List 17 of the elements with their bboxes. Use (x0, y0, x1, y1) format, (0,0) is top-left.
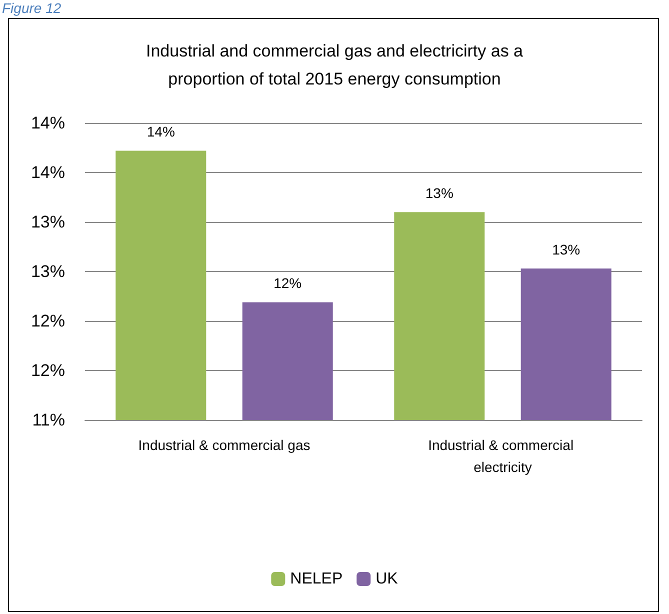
y-tick-label: 14% (30, 163, 65, 182)
data-label: 13% (425, 185, 454, 202)
legend-label: NELEP (290, 570, 343, 588)
y-tick-label: 13% (30, 262, 65, 281)
y-tick-label: 14% (30, 114, 65, 132)
legend-label: UK (376, 570, 398, 588)
chart-title: Industrial and commercial gas and electricirty as a proportion of total 2015 energy consumption (146, 42, 524, 88)
y-tick-label: 12% (30, 312, 65, 330)
x-tick-label: Industrial & commercial gas (138, 437, 310, 453)
data-label: 12% (274, 275, 302, 292)
data-label: 13% (552, 242, 580, 258)
caption: Figure 12 (2, 0, 62, 17)
x-tick-label: Industrial & commercial electricity (428, 437, 578, 475)
y-tick-label: 13% (30, 212, 65, 232)
data-label: 14% (146, 124, 175, 140)
y-tick-label: 11% (32, 410, 65, 430)
y-tick-label: 12% (30, 361, 65, 380)
